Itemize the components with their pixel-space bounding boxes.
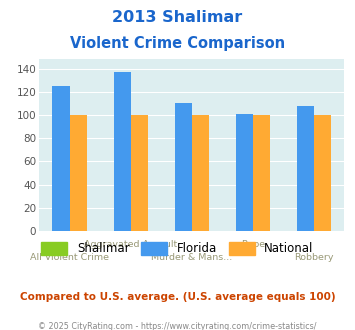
Bar [114,72,131,231]
Bar [192,115,209,231]
Bar [253,115,270,231]
Bar [297,106,314,231]
Text: Murder & Mans...: Murder & Mans... [151,253,232,262]
Text: Rape: Rape [241,240,265,248]
Bar [314,115,331,231]
Text: Robbery: Robbery [294,253,334,262]
Text: © 2025 CityRating.com - https://www.cityrating.com/crime-statistics/: © 2025 CityRating.com - https://www.city… [38,322,317,330]
Text: Aggravated Assault: Aggravated Assault [84,240,177,248]
Text: All Violent Crime: All Violent Crime [30,253,109,262]
Legend: Shalimar, Florida, National: Shalimar, Florida, National [37,237,318,260]
Text: Violent Crime Comparison: Violent Crime Comparison [70,36,285,51]
Bar [53,86,70,231]
Bar [131,115,148,231]
Bar [236,114,253,231]
Text: 2013 Shalimar: 2013 Shalimar [113,10,242,25]
Bar [70,115,87,231]
Text: Compared to U.S. average. (U.S. average equals 100): Compared to U.S. average. (U.S. average … [20,292,335,302]
Bar [175,104,192,231]
